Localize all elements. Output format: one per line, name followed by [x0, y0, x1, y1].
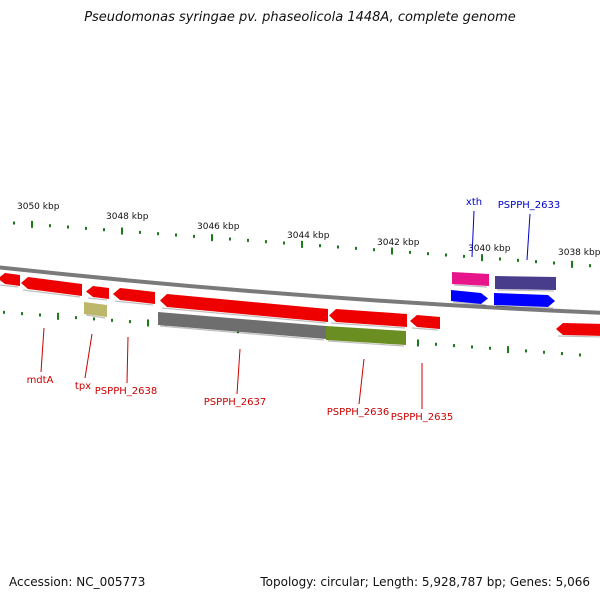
gene-block-PSPPH_2635[interactable] — [410, 315, 440, 329]
gene-block-PSPPH_2636[interactable] — [329, 309, 407, 327]
scale-label: 3038 kbp — [558, 248, 600, 258]
callout-line — [358, 358, 365, 405]
gene-shadow — [85, 314, 106, 319]
gene-label[interactable]: PSPPH_2633 — [498, 200, 560, 211]
callout-line — [40, 327, 45, 373]
gene-block[interactable] — [86, 286, 109, 299]
gene-block-PSPPH_2633[interactable] — [495, 276, 556, 290]
gene-shadow — [557, 335, 600, 338]
gene-block-mdtA[interactable] — [21, 277, 82, 296]
scale-label: 3050 kbp — [17, 202, 60, 212]
gene-block[interactable] — [556, 323, 600, 336]
gene-block-xth[interactable] — [452, 272, 489, 286]
gene-shadow — [452, 301, 487, 306]
scale-labels: 3050 kbp 3048 kbp 3046 kbp 3044 kbp 3042 kbp… — [17, 202, 600, 258]
gene-shadow — [159, 325, 325, 341]
gene-label[interactable]: xth — [466, 197, 482, 208]
gene-block-PSPPH_2637[interactable] — [160, 294, 328, 322]
callout-line — [126, 336, 129, 384]
gene-shadow — [327, 340, 405, 347]
genome-backbone — [0, 265, 600, 315]
gene-features — [0, 272, 600, 347]
gene-block-blue[interactable] — [451, 290, 488, 304]
gene-shadow — [495, 305, 554, 309]
scale-label: 3042 kbp — [377, 238, 420, 248]
gene-block-tpx[interactable] — [84, 302, 107, 317]
gene-shadow — [496, 289, 555, 292]
gene-shadow — [161, 307, 327, 324]
callout-line — [236, 348, 241, 395]
gene-shadow — [22, 289, 81, 298]
gene-shadow — [330, 322, 406, 329]
gene-label[interactable]: PSPPH_2636 — [327, 407, 389, 418]
scale-label: 3044 kbp — [287, 231, 330, 241]
gene-label[interactable]: PSPPH_2637 — [204, 397, 266, 408]
genome-summary-text: Topology: circular; Length: 5,928,787 bp… — [260, 575, 590, 589]
accession-text: Accession: NC_005773 — [9, 575, 146, 589]
tick-row-top — [13, 220, 591, 268]
callout-line — [526, 213, 531, 261]
gene-label[interactable]: PSPPH_2638 — [95, 386, 157, 397]
map-title: Pseudomonas syringae pv. phaseolicola 14… — [84, 10, 516, 25]
scale-label: 3048 kbp — [106, 212, 149, 222]
scale-label: 3040 kbp — [468, 244, 511, 254]
gene-label[interactable]: mdtA — [27, 375, 54, 386]
gene-block-olive[interactable] — [326, 326, 406, 345]
gene-shadow — [114, 300, 154, 306]
gene-shadow — [87, 297, 108, 301]
gene-shadow — [411, 327, 439, 331]
gene-block[interactable] — [0, 273, 20, 286]
gene-block-PSPPH_2638[interactable] — [113, 288, 155, 304]
callout-line — [84, 333, 93, 379]
scale-label: 3046 kbp — [197, 222, 240, 232]
gene-shadow — [0, 284, 19, 288]
gene-label[interactable]: PSPPH_2635 — [391, 412, 453, 423]
gene-block-grey[interactable] — [158, 312, 326, 339]
gene-block-blue[interactable] — [494, 293, 555, 307]
gene-label[interactable]: tpx — [75, 381, 91, 392]
gene-shadow — [453, 284, 488, 288]
callout-line — [471, 210, 475, 258]
